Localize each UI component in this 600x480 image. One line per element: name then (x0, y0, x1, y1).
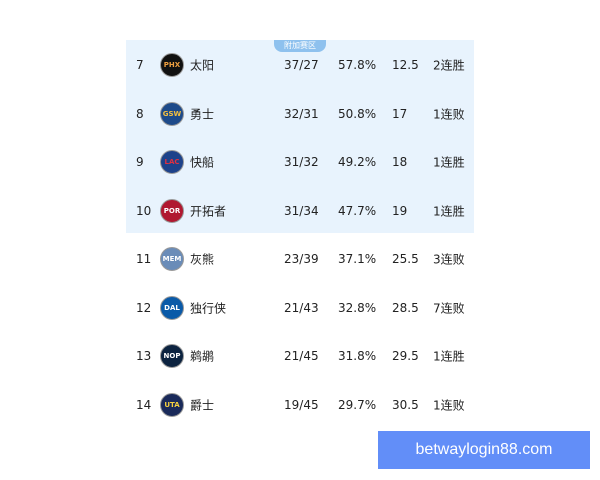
table-row[interactable]: 9 LAC 快船 31/32 49.2% 18 1连胜 (126, 138, 474, 186)
games-behind: 25.5 (392, 252, 419, 266)
streak: 3连败 (433, 252, 465, 267)
team-logo-icon: UTA (160, 392, 184, 417)
win-loss: 31/32 (284, 155, 319, 169)
team-name[interactable]: 快船 (190, 155, 215, 170)
win-pct: 49.2% (338, 155, 377, 169)
team-name[interactable]: 独行侠 (190, 301, 227, 315)
win-pct: 29.7% (338, 397, 377, 412)
games-behind: 17 (392, 106, 408, 121)
watermark-banner: betwaylogin88.com (378, 431, 590, 469)
play-in-tag: 附加赛区 (274, 40, 326, 52)
win-loss: 21/45 (284, 349, 319, 363)
team-name[interactable]: 灰熊 (190, 252, 215, 267)
streak: 2连胜 (433, 58, 465, 73)
rank: 12 (136, 300, 152, 315)
team-logo-icon: NOP (160, 344, 184, 368)
rank: 14 (136, 397, 152, 412)
streak: 1连败 (433, 107, 465, 121)
win-pct: 37.1% (338, 252, 377, 266)
table-row[interactable]: 12 DAL 独行侠 21/43 32.8% 28.5 7连败 (126, 284, 474, 332)
streak: 1连败 (433, 398, 465, 412)
streak: 7连败 (433, 301, 465, 315)
team-name[interactable]: 开拓者 (190, 204, 227, 218)
win-loss: 37/27 (284, 58, 319, 72)
games-behind: 29.5 (392, 349, 419, 363)
win-pct: 50.8% (338, 106, 377, 121)
table-row[interactable]: 10 POR 开拓者 31/34 47.7% 19 1连胜 (126, 187, 474, 235)
team-name[interactable]: 勇士 (190, 107, 215, 121)
win-loss: 21/43 (284, 300, 319, 315)
rank: 8 (136, 106, 144, 121)
play-in-highlight (126, 40, 474, 233)
rank: 9 (136, 155, 144, 169)
win-pct: 31.8% (338, 349, 377, 363)
table-row[interactable]: 13 NOP 鹈鹕 21/45 31.8% 29.5 1连胜 (126, 332, 474, 380)
team-logo-icon: MEM (160, 247, 184, 271)
games-behind: 28.5 (392, 300, 419, 315)
team-name[interactable]: 鹈鹕 (190, 349, 215, 364)
games-behind: 30.5 (392, 397, 419, 412)
games-behind: 18 (392, 155, 408, 169)
rank: 7 (136, 58, 144, 72)
team-logo-icon: LAC (160, 150, 184, 174)
team-logo-icon: PHX (160, 53, 184, 77)
table-row[interactable]: 11 MEM 灰熊 23/39 37.1% 25.5 3连败 (126, 235, 474, 283)
team-logo-icon: GSW (160, 101, 184, 126)
win-loss: 31/34 (284, 203, 319, 218)
rank: 13 (136, 349, 152, 363)
win-pct: 32.8% (338, 300, 377, 315)
win-pct: 47.7% (338, 203, 377, 218)
table-row[interactable]: 14 UTA 爵士 19/45 29.7% 30.5 1连败 (126, 381, 474, 429)
win-loss: 19/45 (284, 397, 319, 412)
win-pct: 57.8% (338, 58, 377, 72)
streak: 1连胜 (433, 155, 465, 170)
table-row[interactable]: 8 GSW 勇士 32/31 50.8% 17 1连败 (126, 90, 474, 138)
streak: 1连胜 (433, 349, 465, 364)
win-loss: 23/39 (284, 252, 319, 266)
table-row[interactable]: 7 PHX 太阳 37/27 57.8% 12.5 2连胜 (126, 41, 474, 89)
win-loss: 32/31 (284, 106, 319, 121)
team-name[interactable]: 爵士 (190, 398, 215, 412)
team-logo-icon: DAL (160, 295, 184, 320)
team-logo-icon: POR (160, 198, 184, 223)
rank: 10 (136, 203, 152, 218)
rank: 11 (136, 252, 152, 266)
games-behind: 19 (392, 203, 408, 218)
streak: 1连胜 (433, 204, 465, 218)
team-name[interactable]: 太阳 (190, 58, 215, 73)
games-behind: 12.5 (392, 58, 419, 72)
